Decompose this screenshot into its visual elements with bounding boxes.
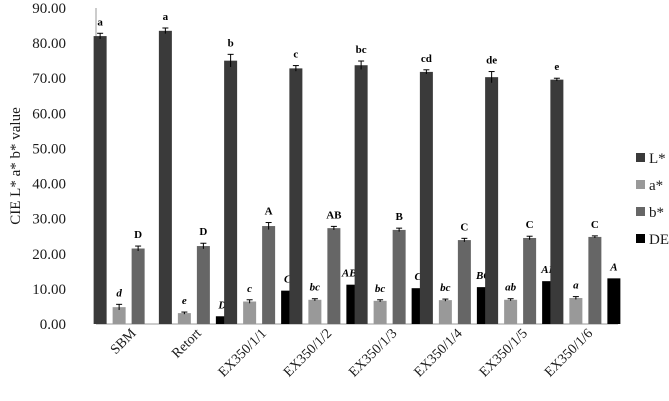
significance-label: a	[97, 16, 103, 28]
bar	[112, 307, 126, 324]
significance-label: c	[293, 49, 298, 61]
significance-label: cd	[421, 53, 432, 65]
y-tick-label: 20.00	[32, 247, 66, 263]
y-axis-ticks: 0.00 10.00 20.00 30.00 40.00 50.00 60.00 70.00 8…	[32, 1, 66, 333]
significance-label: a	[163, 11, 169, 23]
bar	[308, 299, 322, 324]
bar	[262, 226, 276, 324]
bar	[392, 229, 406, 324]
x-category-label: Retort	[169, 326, 204, 361]
significance-label: bc	[375, 283, 386, 295]
legend-swatch	[636, 180, 645, 189]
y-tick-label: 90.00	[32, 1, 66, 17]
legend-label: a*	[649, 178, 663, 194]
bar	[243, 301, 257, 324]
legend-swatch	[636, 153, 645, 162]
significance-label: D	[217, 299, 226, 311]
x-category-label: SBM	[108, 326, 140, 358]
significance-label: e	[554, 61, 559, 73]
y-tick-label: 60.00	[32, 106, 66, 122]
y-tick-label: 30.00	[32, 212, 66, 228]
significance-label: ab	[505, 282, 517, 294]
x-category-label: EX350/1/1	[216, 326, 270, 380]
significance-label: de	[486, 55, 497, 67]
bar	[131, 248, 145, 324]
bar	[177, 313, 191, 324]
significance-label: d	[116, 287, 122, 299]
x-category-label: EX350/1/6	[542, 326, 596, 380]
bar	[588, 236, 602, 324]
bar	[158, 30, 172, 324]
x-category-label: EX350/1/3	[346, 326, 400, 380]
y-tick-label: 50.00	[32, 141, 66, 157]
x-axis-labels: SBM Retort EX350/1/1 EX350/1/2 EX350/1/3 EX35…	[108, 326, 596, 380]
significance-label: C	[414, 271, 422, 283]
y-tick-label: 70.00	[32, 71, 66, 87]
x-category-label: EX350/1/4	[412, 326, 466, 380]
significance-label: bc	[440, 282, 451, 294]
significance-label: bc	[310, 282, 321, 294]
significance-label: c	[247, 283, 252, 295]
legend: L* a* b* DE	[636, 151, 669, 248]
significance-label: A	[609, 261, 617, 273]
significance-label: C	[591, 219, 599, 231]
bar	[354, 65, 368, 324]
y-tick-label: 80.00	[32, 36, 66, 52]
bar	[607, 278, 621, 324]
significance-label: C	[284, 274, 292, 286]
significance-label: C	[526, 219, 534, 231]
bar	[457, 240, 471, 324]
bar	[523, 237, 537, 324]
significance-label: bc	[356, 44, 367, 56]
bar	[215, 316, 229, 324]
significance-label: A	[265, 206, 273, 218]
significance-label: D	[199, 226, 207, 238]
bar	[438, 300, 452, 324]
plot-area: adDaeDDbcACcbcABABCbcbcBCcdbcCBCdeabCABe…	[93, 8, 621, 325]
significance-label: D	[134, 229, 142, 241]
bar	[373, 300, 387, 324]
y-axis-title: CIE L* a* b* value	[8, 107, 24, 225]
y-tick-label: 40.00	[32, 177, 66, 193]
x-category-label: EX350/1/5	[477, 326, 531, 380]
legend-label: b*	[649, 205, 664, 221]
significance-label: AB	[326, 209, 342, 221]
bar	[289, 68, 303, 324]
y-tick-label: 0.00	[40, 317, 66, 333]
x-category-label: EX350/1/2	[281, 326, 335, 380]
bar	[224, 60, 238, 325]
bar	[569, 298, 583, 324]
legend-swatch	[636, 234, 645, 243]
bar	[196, 246, 210, 324]
significance-label: a	[573, 280, 579, 292]
bar	[550, 79, 564, 324]
y-tick-label: 10.00	[32, 282, 66, 298]
bar	[485, 77, 499, 325]
bar	[327, 228, 341, 324]
legend-swatch	[636, 207, 645, 216]
legend-label: DE	[649, 232, 669, 248]
bar	[504, 299, 518, 324]
legend-label: L*	[649, 151, 666, 167]
significance-label: b	[228, 37, 234, 49]
bar	[93, 36, 107, 324]
significance-label: C	[460, 221, 468, 233]
bar	[419, 71, 433, 324]
significance-label: B	[395, 211, 403, 223]
significance-label: e	[182, 295, 187, 307]
